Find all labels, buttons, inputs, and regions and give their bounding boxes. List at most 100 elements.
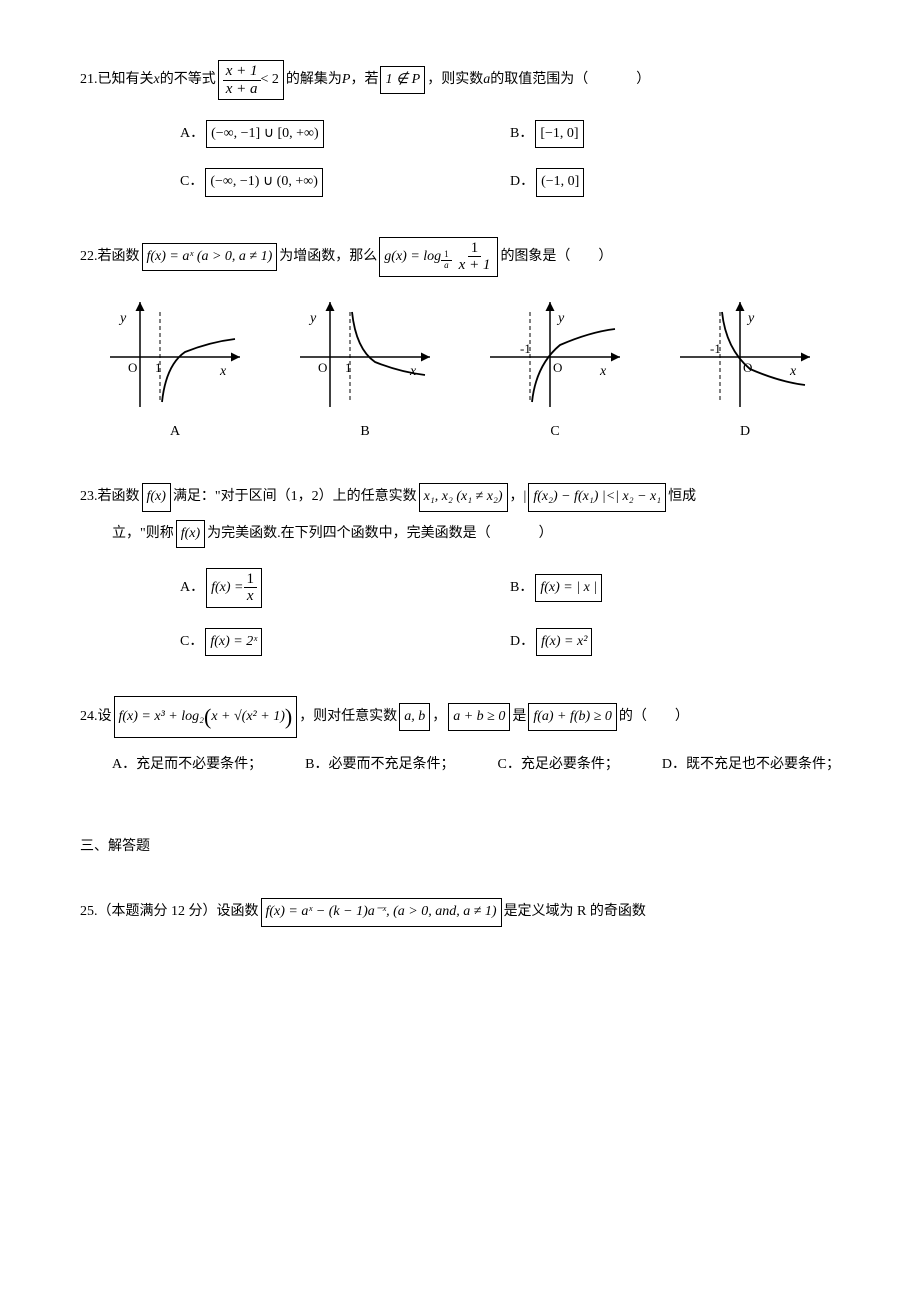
question-24: 24. 设 f(x) = x³ + log₂ ( x + √(x² + 1) )… — [80, 696, 840, 776]
q21-optA-label: A． — [180, 123, 204, 145]
q22-fx: f(x) = aˣ (a > 0, a ≠ 1) — [142, 243, 278, 271]
q24-stem: 24. 设 f(x) = x³ + log₂ ( x + √(x² + 1) )… — [80, 696, 840, 737]
q24-t2: ，则对任意实数 — [299, 706, 397, 728]
q23-optC-label: C． — [180, 631, 203, 653]
q23-l2b: 为完美函数.在下列四个函数中，完美函数是（ — [207, 523, 491, 545]
q23-stem-line1: 23. 若函数 f(x) 满足："对于区间（1，2）上的任意实数 x₁, x₂ … — [80, 483, 840, 511]
q21-optC: C． (−∞, −1) ∪ (0, +∞) — [180, 168, 510, 196]
q21-frac-den: x + a — [223, 81, 261, 98]
q22-gx-base-den: a — [441, 261, 452, 271]
question-22: 22. 若函数 f(x) = aˣ (a > 0, a ≠ 1) 为增函数，那么… — [80, 237, 840, 443]
q24-t4: 是 — [512, 706, 526, 728]
graph-A: y O 1 x — [100, 297, 250, 417]
q22-stem: 22. 若函数 f(x) = aˣ (a > 0, a ≠ 1) 为增函数，那么… — [80, 237, 840, 277]
q21-P: P — [342, 69, 351, 91]
q23-t2: 满足："对于区间（1，2）上的任意实数 — [173, 486, 417, 508]
q23-stem-line2: 立，"则称 f(x) 为完美函数.在下列四个函数中，完美函数是（ ） — [80, 520, 840, 548]
q23-optD-val: f(x) = x² — [536, 628, 592, 656]
q21-frac-num: x + 1 — [223, 63, 261, 81]
q23-optA-label: A． — [180, 577, 204, 599]
q21-t1: 已知有关 — [98, 69, 154, 91]
q21-t6: 的取值范围为（ — [490, 69, 588, 91]
q21-options-row2: C． (−∞, −1) ∪ (0, +∞) D． (−1, 0] — [80, 168, 840, 196]
q25-num: 25. — [80, 901, 98, 923]
svg-text:x: x — [409, 364, 417, 379]
question-23: 23. 若函数 f(x) 满足："对于区间（1，2）上的任意实数 x₁, x₂ … — [80, 483, 840, 656]
q25-t2: 是定义域为 R 的奇函数 — [504, 901, 646, 923]
q21-optA-val: (−∞, −1] ∪ [0, +∞) — [206, 120, 324, 148]
q21-optD: D． (−1, 0] — [510, 168, 840, 196]
q24-fx-inner: x + √(x² + 1) — [211, 706, 285, 728]
q22-gx-arg-num: 1 — [468, 240, 482, 258]
q23-optA-num: 1 — [244, 571, 258, 589]
svg-text:y: y — [118, 311, 127, 326]
q22-t3: 的图象是（ ） — [500, 246, 612, 268]
q23-optA-val: f(x) = 1 x — [206, 568, 262, 608]
q25-stem: 25. （本题满分 12 分）设函数 f(x) = aˣ − (k − 1)a⁻… — [80, 898, 840, 926]
svg-text:-1: -1 — [710, 341, 721, 356]
q22-gx-pre: g(x) = log — [384, 246, 441, 268]
q23-t1: 若函数 — [98, 486, 140, 508]
svg-text:O: O — [318, 360, 327, 375]
q23-optB-label: B． — [510, 577, 533, 599]
q21-t3: 的解集为 — [286, 69, 342, 91]
q24-paren-close: ) — [285, 699, 292, 734]
q25-t1: （本题满分 12 分）设函数 — [98, 901, 259, 923]
q21-var2: a — [483, 69, 490, 91]
q24-optA: A．充足而不必要条件； — [112, 754, 262, 776]
q24-cond1: a + b ≥ 0 — [448, 703, 510, 731]
svg-text:1: 1 — [345, 360, 352, 375]
graph-C-label: C — [550, 421, 559, 443]
q24-optD: D．既不充足也不必要条件； — [662, 754, 840, 776]
q25-fx: f(x) = aˣ − (k − 1)a⁻ˣ, (a > 0, and, a ≠… — [261, 898, 502, 926]
q22-gx-base: 1 a — [441, 250, 452, 271]
q21-optB-label: B． — [510, 123, 533, 145]
svg-text:O: O — [128, 360, 137, 375]
q24-options: A．充足而不必要条件； B．必要而不充足条件； C．充足必要条件； D．既不充足… — [80, 754, 840, 776]
q24-t5: 的（ ） — [619, 706, 689, 728]
svg-text:1: 1 — [155, 360, 162, 375]
q23-options-row2: C． f(x) = 2ˣ D． f(x) = x² — [80, 628, 840, 656]
q21-t4: ，若 — [350, 69, 378, 91]
q23-optC-val: f(x) = 2ˣ — [205, 628, 262, 656]
q22-graphs: y O 1 x A y O 1 x B — [80, 297, 840, 443]
q21-optD-val: (−1, 0] — [536, 168, 584, 196]
q24-t3: ， — [432, 706, 446, 728]
svg-text:-1: -1 — [520, 341, 531, 356]
q24-optB: B．必要而不充足条件； — [305, 754, 454, 776]
section-3-title: 三、解答题 — [80, 836, 840, 858]
q23-blank — [491, 523, 539, 545]
q24-optC: C．充足必要条件； — [498, 754, 619, 776]
q21-ineq: < 2 — [261, 69, 279, 91]
q21-optB-val: [−1, 0] — [535, 120, 583, 148]
q21-stem: 21. 已知有关 x 的不等式 x + 1 x + a < 2 的解集为 P ，… — [80, 60, 840, 100]
q24-num: 24. — [80, 706, 98, 728]
q23-optB-val: f(x) = | x | — [535, 574, 602, 602]
q23-ineq: f(x₂) − f(x₁) |<| x₂ − x₁ — [528, 483, 666, 511]
q23-l2a: 立，"则称 — [112, 523, 174, 545]
q23-options-row1: A． f(x) = 1 x B． f(x) = | x | — [80, 568, 840, 608]
q23-fx: f(x) — [142, 483, 171, 511]
svg-text:y: y — [308, 311, 317, 326]
q24-ab: a, b — [399, 703, 430, 731]
q21-optD-label: D． — [510, 171, 534, 193]
q22-t2: 为增函数，那么 — [279, 246, 377, 268]
q21-blank — [588, 69, 636, 91]
q23-optA-pre: f(x) = — [211, 577, 243, 599]
q21-optC-val: (−∞, −1) ∪ (0, +∞) — [205, 168, 323, 196]
svg-text:O: O — [743, 360, 752, 375]
q21-t5: ，则实数 — [427, 69, 483, 91]
graph-D-container: y O -1 x D — [670, 297, 820, 443]
q22-gx-arg-den: x + 1 — [456, 257, 494, 274]
q21-optA: A． (−∞, −1] ∪ [0, +∞) — [180, 120, 510, 148]
svg-text:x: x — [219, 364, 227, 379]
svg-text:O: O — [553, 360, 562, 375]
q24-cond2: f(a) + f(b) ≥ 0 — [528, 703, 617, 731]
graph-B: y O 1 x — [290, 297, 440, 417]
q23-num: 23. — [80, 486, 98, 508]
question-21: 21. 已知有关 x 的不等式 x + 1 x + a < 2 的解集为 P ，… — [80, 60, 840, 197]
q23-vars: x₁, x₂ (x₁ ≠ x₂) — [419, 483, 508, 511]
svg-text:x: x — [789, 364, 797, 379]
graph-A-container: y O 1 x A — [100, 297, 250, 443]
graph-B-label: B — [360, 421, 369, 443]
